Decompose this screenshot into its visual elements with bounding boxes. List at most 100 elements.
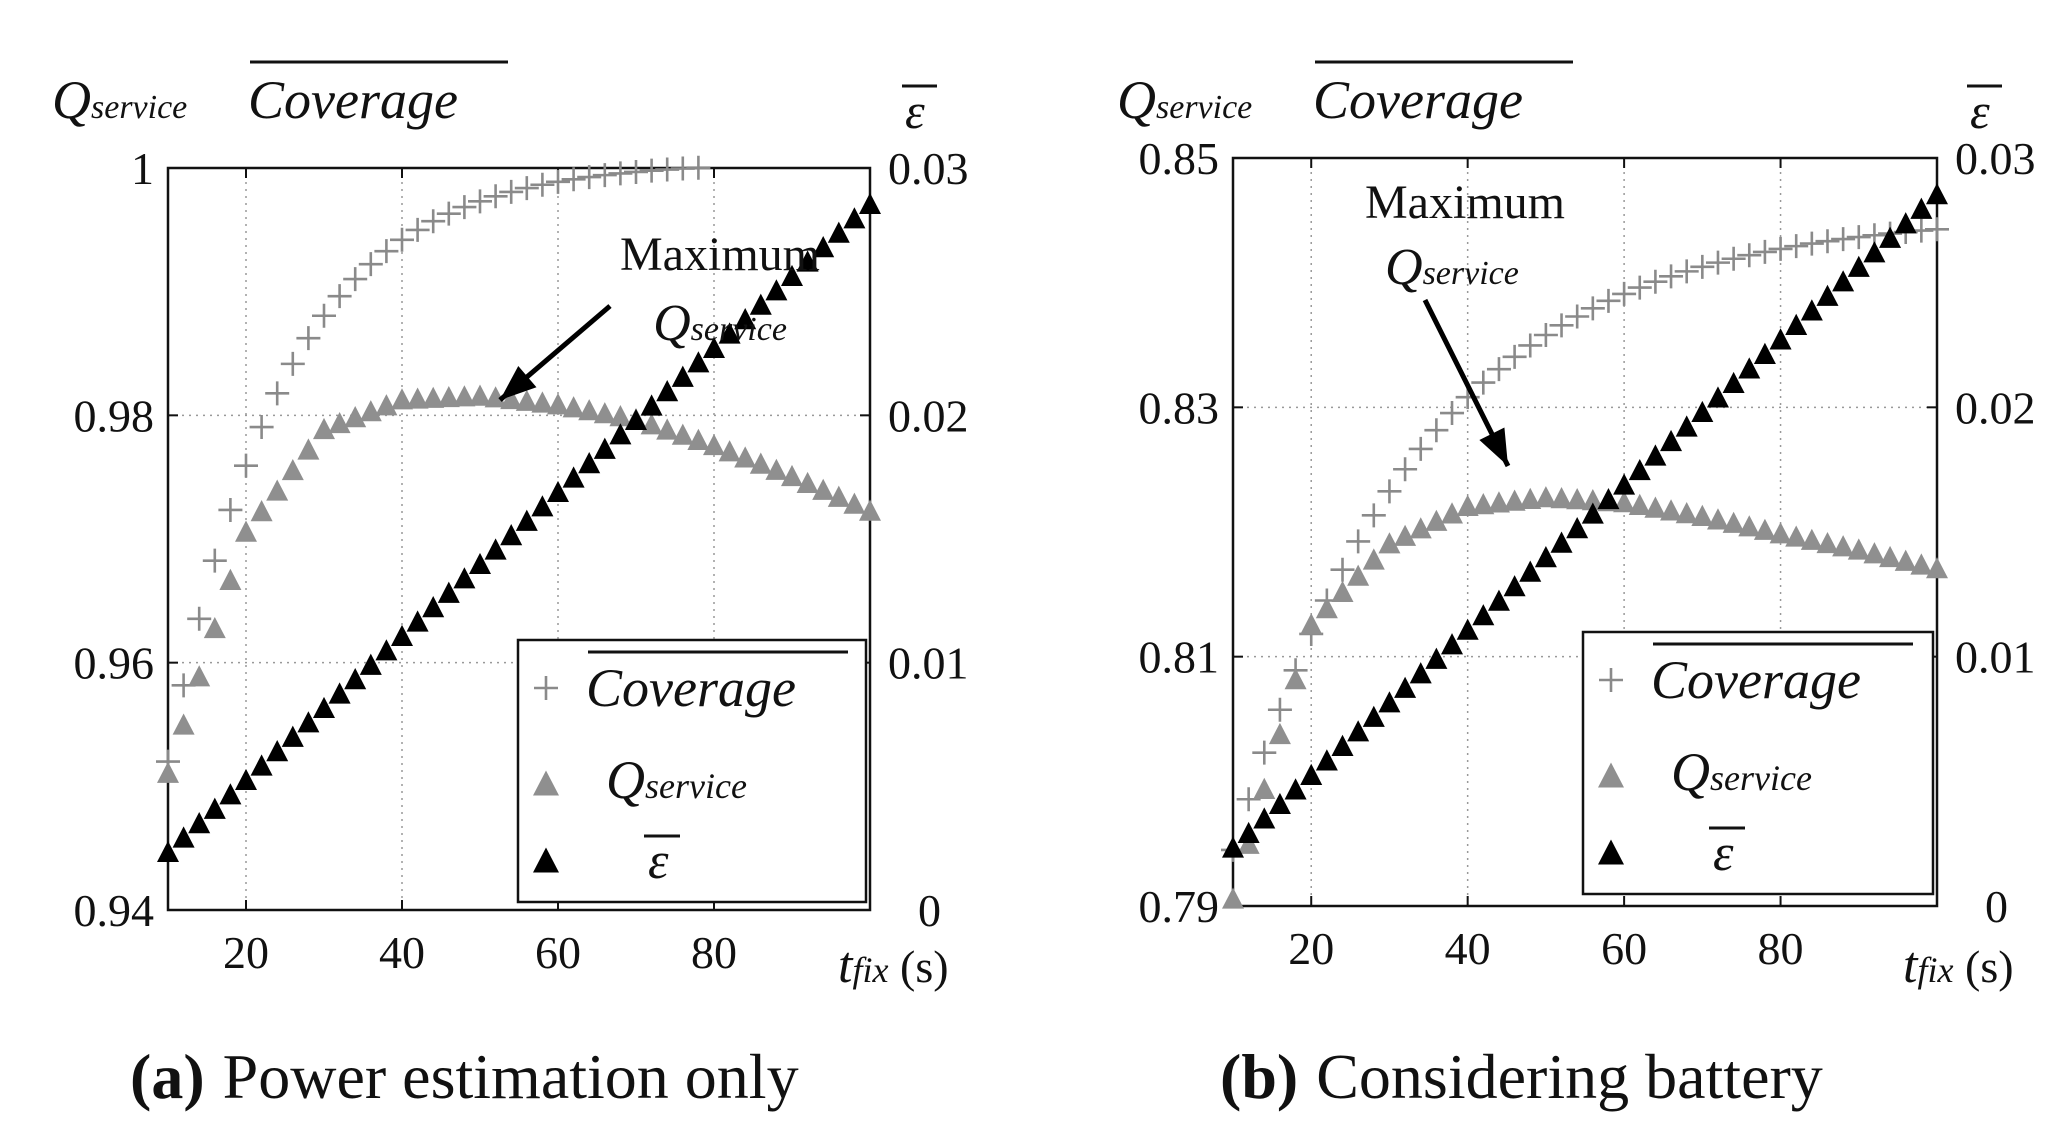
data-point-epsilon: [1284, 778, 1307, 800]
x-tick-label: 20: [223, 927, 269, 978]
data-point-coverage: [1784, 234, 1809, 259]
data-point-qservice: [1894, 549, 1917, 571]
annotation-qservice-label-sub: service: [1423, 255, 1519, 292]
data-point-epsilon: [1222, 836, 1244, 858]
data-point-qservice: [172, 713, 195, 735]
y-left-tick-label: 0.94: [74, 885, 155, 936]
data-point-epsilon: [281, 725, 304, 747]
plot-frame: [166, 166, 872, 912]
data-point-epsilon: [1503, 575, 1526, 597]
data-point-epsilon: [1534, 546, 1557, 568]
y-left-axis-title-qservice: Qservice: [52, 70, 187, 130]
data-point-epsilon: [1519, 560, 1542, 582]
data-point-epsilon: [703, 336, 725, 359]
data-point-qservice: [1832, 535, 1855, 557]
data-point-epsilon: [859, 192, 881, 215]
data-point-qservice: [687, 428, 710, 450]
data-point-qservice: [1394, 524, 1417, 546]
data-point-epsilon: [1816, 284, 1839, 306]
data-point-epsilon: [344, 668, 367, 690]
x-tick-label: 40: [379, 927, 425, 978]
data-point-epsilon: [1378, 691, 1401, 713]
data-point-epsilon: [250, 754, 273, 776]
data-point-qservice: [1706, 508, 1729, 530]
y-left-tick-label: 0.98: [74, 390, 155, 441]
data-point-qservice: [1487, 491, 1510, 513]
data-point-epsilon: [1847, 255, 1870, 277]
data-point-qservice: [266, 479, 289, 501]
annotation-arrowhead: [500, 365, 537, 400]
data-point-epsilon: [1300, 763, 1323, 785]
data-point-qservice: [1315, 597, 1338, 619]
chart-panel-a: 20 40 60 80 0.94 0.96 0.98 1 0 0.01 0.02 0.03 Qservi…: [52, 60, 969, 1112]
data-point-qservice: [250, 500, 273, 522]
legend-label-qservice-sub: service: [645, 766, 747, 806]
data-point-coverage: [1502, 344, 1527, 369]
legend-label-coverage: Coverage: [1651, 650, 1861, 710]
y-left-tick-label: 0.96: [74, 638, 155, 689]
data-point-epsilon: [469, 552, 491, 575]
data-point-coverage: [249, 415, 274, 440]
legend-marker-epsilon: [533, 847, 559, 873]
data-point-qservice: [157, 761, 179, 783]
data-point-coverage: [390, 227, 414, 252]
data-point-qservice: [843, 492, 866, 514]
data-point-qservice: [422, 386, 445, 408]
plot-frame: [1231, 156, 1939, 908]
data-point-coverage: [561, 167, 586, 192]
legend-label-qservice-main: Q: [1671, 742, 1710, 802]
data-point-epsilon: [1753, 342, 1776, 364]
data-point-coverage: [1440, 401, 1465, 426]
data-point-qservice: [1519, 487, 1542, 509]
x-axis-title-main: t: [838, 937, 854, 994]
data-point-coverage: [1533, 322, 1558, 347]
annotation-maximum-label: Maximum: [1365, 176, 1565, 229]
y-left-tick-label: 0.79: [1139, 881, 1220, 932]
data-point-qservice: [188, 665, 211, 687]
data-point-epsilon: [625, 408, 647, 431]
y-right-tick-label: 0.03: [1955, 133, 2036, 184]
data-point-coverage: [577, 165, 602, 190]
data-point-epsilon: [1832, 270, 1855, 292]
data-point-coverage: [499, 179, 524, 204]
data-point-epsilon: [359, 653, 382, 675]
data-point-coverage: [1768, 236, 1793, 261]
legend: Coverage Qservice ε: [516, 638, 868, 904]
data-point-qservice: [734, 446, 757, 468]
data-point-epsilon: [172, 826, 195, 848]
data-point-epsilon: [1237, 821, 1260, 844]
data-point-qservice: [515, 389, 538, 411]
data-point-qservice: [235, 520, 257, 542]
data-point-epsilon: [1644, 444, 1667, 466]
data-point-coverage: [1846, 225, 1871, 250]
annotation-maximum-label: Maximum: [620, 228, 820, 281]
y-left-tick-label: 0.81: [1139, 632, 1220, 683]
data-point-coverage: [1580, 296, 1605, 321]
chart-panel-b: 20 40 60 80 0.79 0.81 0.83 0.85 0 0.01 0.02 0.03 Qse…: [1117, 60, 2036, 1112]
data-point-qservice: [796, 471, 819, 494]
data-point-qservice: [1300, 613, 1323, 635]
data-point-epsilon: [1441, 633, 1464, 655]
data-point-epsilon: [484, 538, 507, 560]
data-point-qservice: [500, 387, 523, 410]
panel-caption: (a) Power estimation only: [130, 1041, 799, 1112]
data-point-coverage: [1737, 243, 1762, 268]
data-point-coverage: [1330, 557, 1355, 582]
data-point-qservice: [203, 617, 226, 639]
data-point-qservice: [547, 393, 569, 415]
data-point-qservice: [484, 386, 507, 408]
data-point-qservice: [1644, 496, 1667, 518]
data-point-epsilon: [515, 509, 538, 531]
data-point-epsilon: [531, 495, 554, 517]
data-point-epsilon: [734, 308, 757, 330]
data-point-epsilon: [749, 293, 772, 315]
data-point-qservice: [1441, 502, 1464, 524]
data-point-qservice: [1785, 525, 1808, 547]
data-point-epsilon: [1331, 734, 1354, 756]
data-point-qservice: [765, 458, 788, 480]
data-point-qservice: [656, 418, 679, 440]
data-point-epsilon: [640, 394, 663, 416]
data-point-qservice: [344, 406, 367, 428]
data-point-qservice: [1253, 777, 1276, 799]
